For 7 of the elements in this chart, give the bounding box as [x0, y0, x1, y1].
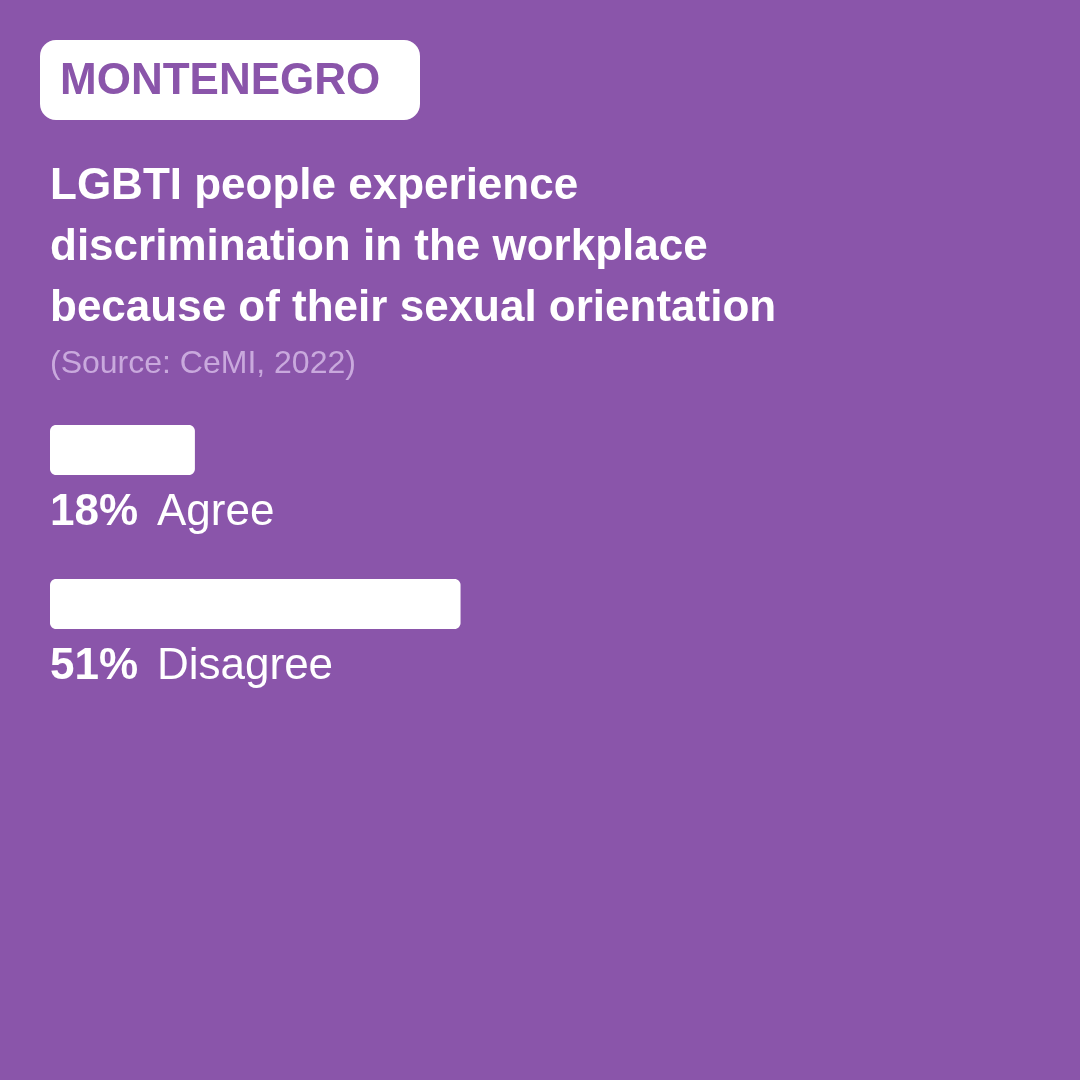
y-tick-label: Disagree: [157, 639, 334, 688]
chart-title: MONTENEGRO: [60, 54, 381, 103]
data-label: 51%: [50, 639, 139, 688]
data-label: 18%: [50, 485, 139, 534]
y-tick-label: Agree: [157, 485, 275, 534]
chart-subtitle: LGBTI people experience discrimination in the workplace because of their sexual orientation: [50, 159, 777, 330]
text: (Source: CeMI, 2022): [50, 344, 356, 380]
